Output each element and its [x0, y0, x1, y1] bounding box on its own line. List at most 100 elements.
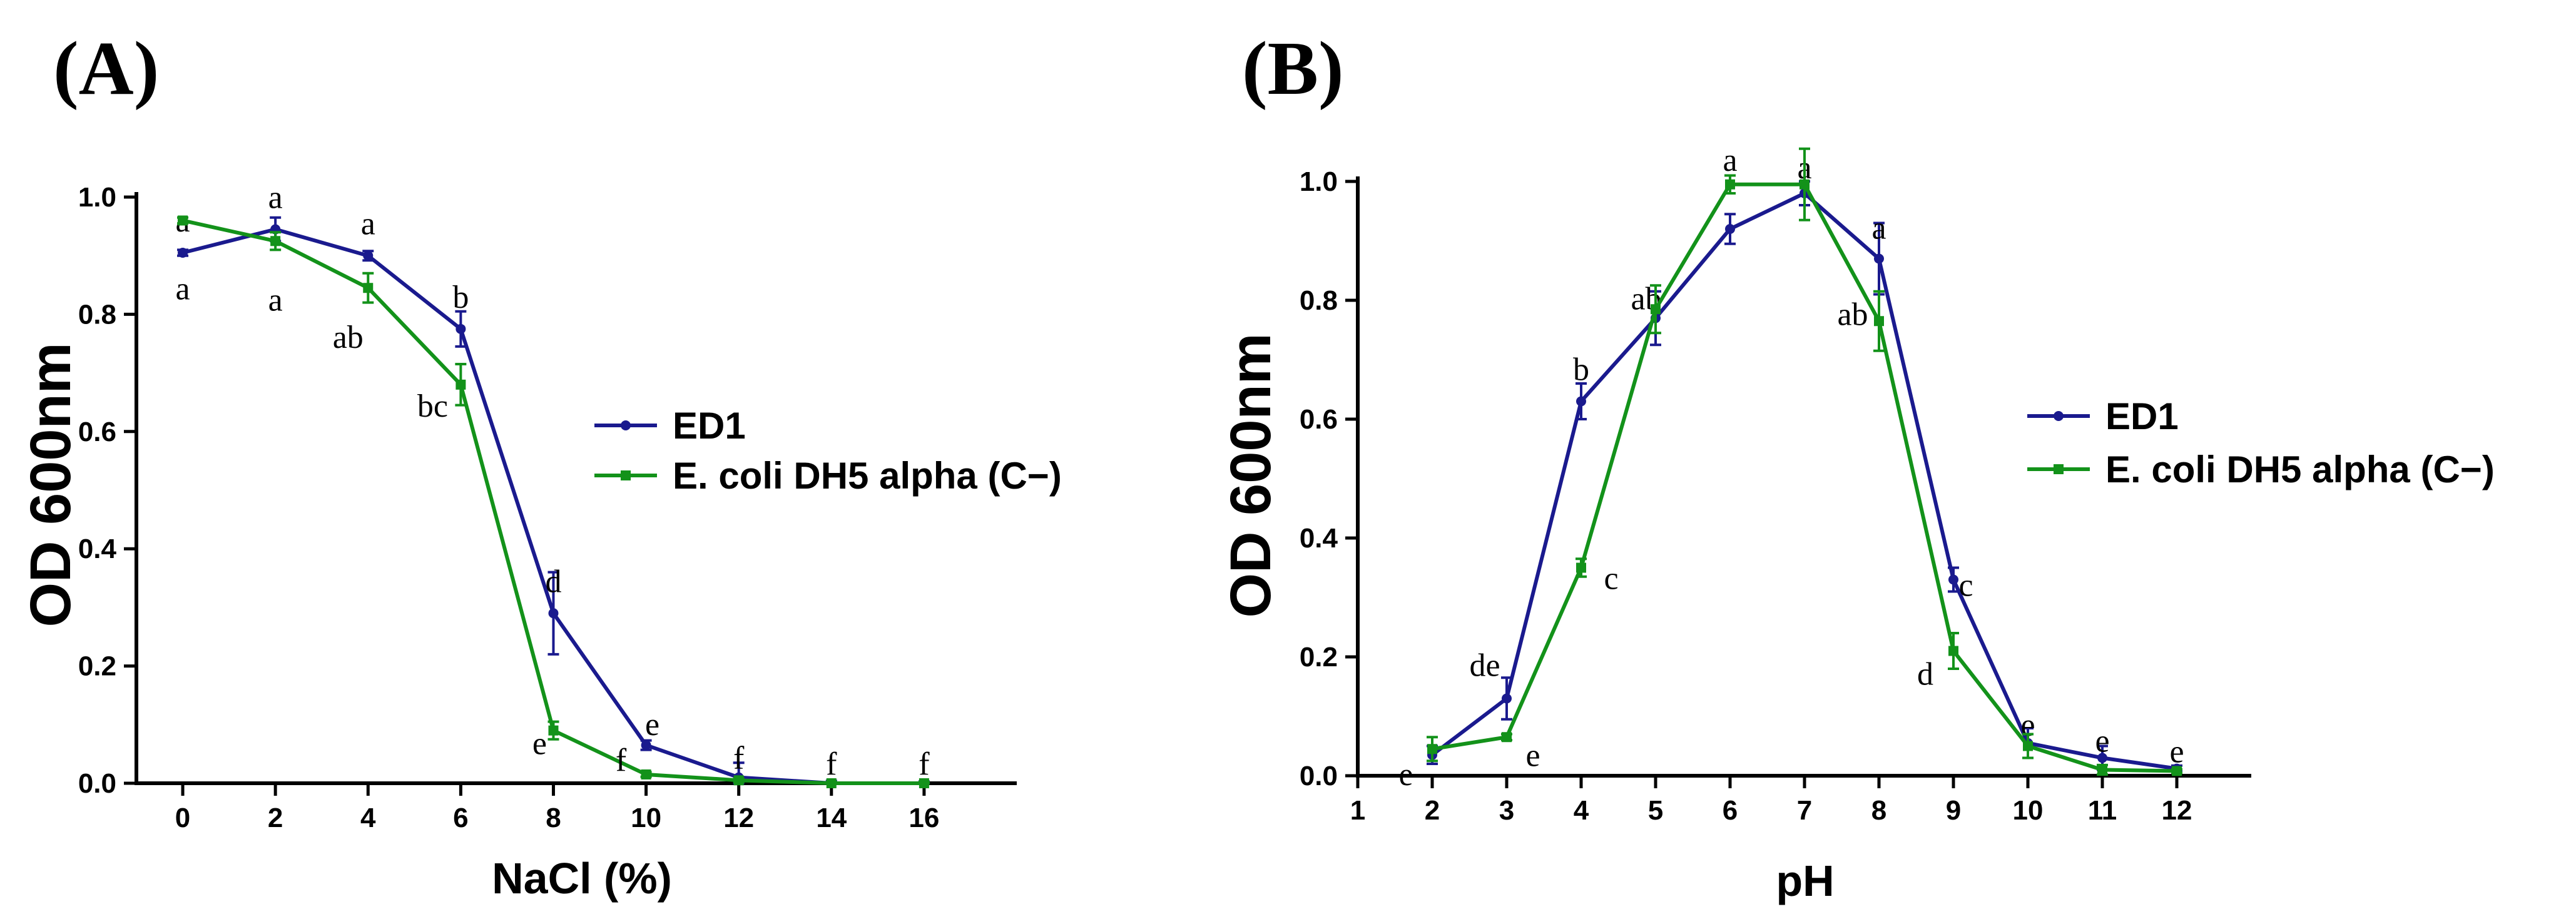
y-tick-label: 0.6 [78, 417, 116, 447]
x-tick-label: 9 [1946, 795, 1961, 826]
data-point [2023, 741, 2033, 751]
panel-b-y-axis-title: OD 600nm [1219, 333, 1283, 617]
y-tick-label: 0.8 [1300, 285, 1338, 316]
data-point [363, 250, 374, 261]
significance-label: a [268, 180, 283, 216]
x-tick-label: 14 [816, 803, 847, 833]
significance-label: a [268, 282, 283, 318]
significance-label: b [452, 280, 469, 315]
data-point [1725, 179, 1735, 190]
x-tick-label: 2 [1425, 795, 1440, 826]
y-tick-label: 0.0 [1300, 761, 1338, 791]
series-line [1432, 182, 2177, 773]
significance-label: ab [1837, 297, 1868, 332]
legend-label: ED1 [673, 405, 746, 447]
legend-label: E. coli DH5 alpha (C−) [673, 455, 1062, 497]
significance-label: f [616, 743, 627, 778]
x-tick-label: 11 [2088, 795, 2117, 826]
y-tick-label: 1.0 [78, 182, 116, 213]
data-point [456, 379, 466, 390]
data-point [1502, 693, 1512, 704]
data-point [456, 323, 466, 334]
y-tick-label: 0.0 [78, 768, 116, 799]
x-tick-label: 0 [175, 803, 190, 833]
data-point [1874, 316, 1884, 327]
data-point [1576, 562, 1586, 573]
significance-label: a [176, 271, 190, 307]
y-tick-label: 0.8 [78, 299, 116, 330]
x-tick-label: 4 [360, 803, 376, 833]
significance-label: a [1723, 143, 1737, 178]
panel-a-label: (A) [53, 26, 159, 111]
data-point [1576, 396, 1586, 407]
x-tick-label: 12 [723, 803, 754, 833]
significance-label: c [1604, 561, 1618, 597]
significance-label: e [1398, 757, 1413, 793]
y-tick-label: 0.2 [1300, 642, 1338, 673]
data-point [1948, 574, 1958, 585]
data-point [1725, 224, 1735, 234]
data-point [1502, 732, 1512, 743]
significance-label: de [1469, 648, 1500, 684]
y-tick-label: 1.0 [1300, 166, 1338, 197]
y-tick-label: 0.2 [78, 651, 116, 682]
significance-label: e [2095, 724, 2109, 759]
legend-marker [2054, 464, 2064, 474]
significance-label: d [545, 564, 561, 599]
y-tick-label: 0.4 [78, 534, 117, 564]
significance-label: e [532, 726, 547, 762]
x-tick-label: 12 [2162, 795, 2192, 826]
data-point [270, 236, 281, 246]
x-tick-label: 16 [909, 803, 939, 833]
data-point [363, 283, 374, 293]
x-tick-label: 4 [1574, 795, 1589, 826]
panel-b-label: (B) [1242, 26, 1344, 111]
series-line [182, 218, 924, 785]
x-tick-label: 2 [268, 803, 283, 833]
significance-label: a [1871, 211, 1886, 246]
data-point [919, 778, 929, 788]
series-line [1431, 191, 2177, 771]
legend-marker [2054, 411, 2064, 421]
panel-a-y-axis-title: OD 600nm [19, 342, 83, 627]
significance-label: c [1958, 568, 1973, 604]
panel-a-x-axis-title: NaCl (%) [492, 854, 672, 903]
x-tick-label: 10 [631, 803, 661, 833]
significance-label: f [733, 741, 745, 776]
significance-label: b [1573, 352, 1589, 388]
data-point [2097, 764, 2107, 775]
data-point [178, 248, 188, 258]
x-tick-label: 10 [2013, 795, 2044, 826]
data-point [826, 778, 837, 788]
x-tick-label: 5 [1648, 795, 1663, 826]
data-point [2172, 766, 2182, 776]
legend-marker [621, 470, 631, 480]
x-tick-label: 6 [1723, 795, 1738, 826]
data-point [178, 215, 188, 226]
data-point [548, 608, 559, 619]
panel-a-plot: 0.00.20.40.60.81.00246810121416aaabdefff… [78, 180, 1062, 833]
data-point [1874, 253, 1884, 264]
significance-label: e [1525, 738, 1540, 773]
data-point [548, 725, 559, 736]
significance-label: e [645, 707, 659, 743]
panel-b-plot: 0.00.20.40.60.81.01 2 3 4 5 6 7 8 9 10 11 12edebaba… [1300, 143, 2495, 826]
y-tick-label: 0.6 [1300, 404, 1338, 435]
significance-label: d [1917, 657, 1933, 693]
data-point [1800, 179, 1810, 190]
x-tick-label: 7 [1797, 795, 1812, 826]
significance-label: f [826, 746, 837, 782]
data-point [733, 775, 744, 786]
x-tick-label: 8 [546, 803, 561, 833]
series-line [182, 227, 924, 785]
legend-marker [621, 420, 631, 430]
data-point [1948, 646, 1958, 656]
panel-b-x-axis-title: pH [1776, 856, 1834, 905]
data-point [1651, 304, 1661, 315]
x-tick-label: 8 [1871, 795, 1886, 826]
data-point [641, 740, 651, 751]
significance-label: a [361, 206, 375, 242]
x-tick-label: 1 [1350, 795, 1365, 826]
x-tick-label: 6 [453, 803, 468, 833]
